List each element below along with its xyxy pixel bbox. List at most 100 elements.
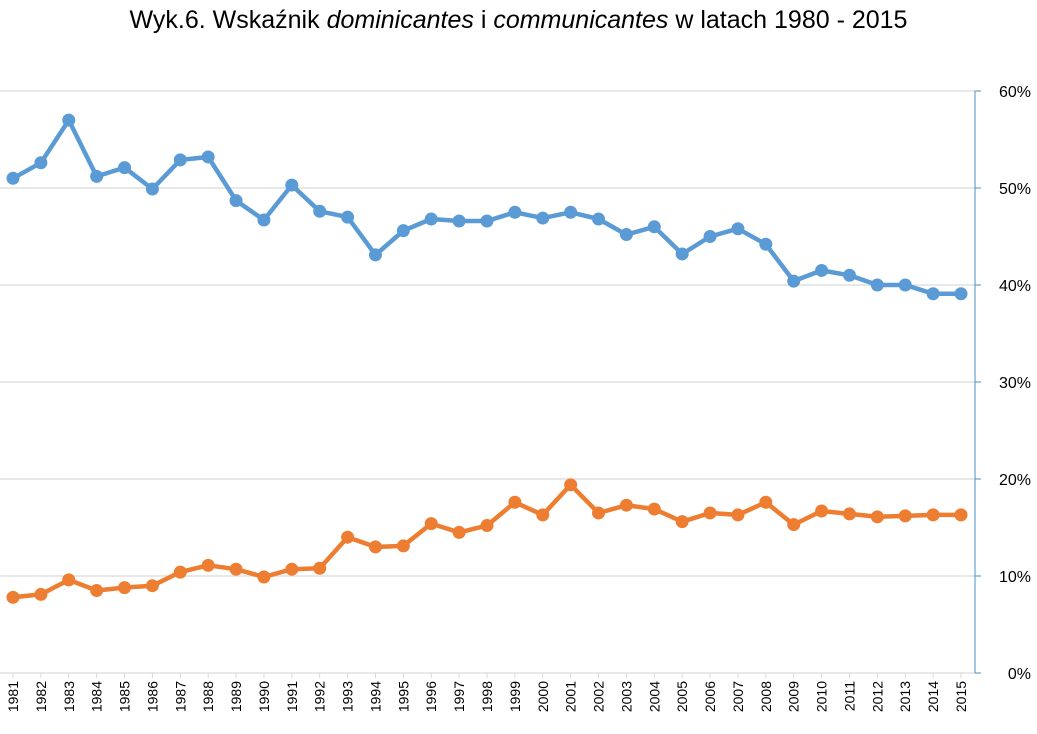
series-communicantes-point — [815, 504, 829, 518]
x-tick-label: 1995 — [395, 681, 411, 712]
series-communicantes-point — [145, 579, 159, 593]
series-communicantes-point — [536, 508, 550, 522]
series-communicantes-point — [90, 584, 104, 598]
x-tick-label: 2001 — [563, 681, 579, 712]
y-tick-label: 30% — [999, 375, 1031, 392]
series-communicantes-point — [675, 515, 689, 529]
series-dominicantes-point — [870, 278, 884, 292]
x-tick-label: 2004 — [646, 681, 662, 712]
series-communicantes-point — [870, 510, 884, 524]
series-dominicantes-point — [341, 210, 355, 224]
series-dominicantes-point — [368, 248, 382, 262]
series-communicantes-point — [173, 565, 187, 579]
series-communicantes-point — [954, 508, 968, 522]
x-tick-label: 2005 — [674, 681, 690, 712]
x-tick-label: 2013 — [897, 681, 913, 712]
series-communicantes-point — [396, 539, 410, 553]
x-tick-label: 2012 — [869, 681, 885, 712]
x-tick-label: 1981 — [5, 681, 21, 712]
series-dominicantes-point — [564, 205, 578, 219]
series-communicantes-point — [62, 573, 76, 587]
series-dominicantes-point — [619, 228, 633, 242]
series-dominicantes-point — [62, 113, 76, 127]
series-dominicantes-point — [201, 150, 215, 164]
series-dominicantes-point — [954, 287, 968, 301]
series-communicantes-point — [118, 581, 132, 595]
series-communicantes-point — [731, 508, 745, 522]
series-dominicantes-point — [396, 224, 410, 238]
x-tick-label: 1986 — [144, 681, 160, 712]
title-part-2: dominicantes — [326, 6, 474, 34]
series-communicantes-point — [619, 498, 633, 512]
y-tick-label: 10% — [999, 569, 1031, 586]
series-dominicantes-point — [815, 263, 829, 277]
x-tick-label: 1990 — [256, 681, 272, 712]
x-tick-label: 1991 — [284, 681, 300, 712]
x-tick-label: 1982 — [33, 681, 49, 712]
x-tick-label: 1993 — [340, 681, 356, 712]
series-communicantes-point — [703, 506, 717, 520]
x-tick-label: 1985 — [117, 681, 133, 712]
x-tick-label: 1987 — [172, 681, 188, 712]
series-dominicantes-point — [898, 278, 912, 292]
series-dominicantes-point — [173, 153, 187, 167]
series-dominicantes — [6, 113, 968, 301]
title-part-1: Wyk.6. Wskaźnik — [129, 6, 327, 34]
series-dominicantes-point — [285, 178, 299, 192]
chart-title: Wyk.6. Wskaźnik dominicantes i communica… — [0, 6, 1037, 35]
series-dominicantes-point — [480, 214, 494, 228]
series-communicantes-point — [229, 562, 243, 576]
x-tick-label: 2006 — [702, 681, 718, 712]
x-tick-labels: 1981 1982 1983 1984 1985 1986 1987 1988 1989 1990… — [5, 681, 969, 712]
series-communicantes-point — [285, 562, 299, 576]
series-communicantes-point — [842, 507, 856, 521]
x-tick-label: 1996 — [423, 681, 439, 712]
series-communicantes-point — [787, 518, 801, 532]
series-dominicantes-point — [118, 161, 132, 175]
x-tick-label: 1992 — [312, 681, 328, 712]
series-dominicantes-point — [34, 156, 48, 170]
x-tick-label: 1983 — [61, 681, 77, 712]
x-tick-label: 1988 — [200, 681, 216, 712]
series-communicantes-point — [592, 506, 606, 520]
y-tick-label: 20% — [999, 472, 1031, 489]
x-tick-label: 1997 — [451, 681, 467, 712]
series — [6, 113, 968, 604]
series-dominicantes-point — [313, 204, 327, 218]
series-communicantes-point — [564, 478, 578, 492]
series-communicantes-point — [898, 509, 912, 523]
title-part-4: communicantes — [493, 6, 669, 34]
series-dominicantes-point — [424, 212, 438, 226]
x-tick-label: 2000 — [535, 681, 551, 712]
series-communicantes-point — [424, 517, 438, 531]
series-communicantes-point — [647, 502, 661, 516]
series-dominicantes-point — [452, 214, 466, 228]
y-tick-label: 0% — [1008, 666, 1031, 683]
x-tick-label: 2010 — [814, 681, 830, 712]
x-tick-label: 1998 — [479, 681, 495, 712]
series-dominicantes-point — [647, 220, 661, 234]
series-dominicantes-point — [536, 211, 550, 225]
series-dominicantes-point — [6, 171, 20, 185]
x-tick-label: 1994 — [367, 681, 383, 712]
series-communicantes-point — [508, 495, 522, 509]
series-communicantes-point — [452, 525, 466, 539]
x-tick-label: 1999 — [507, 681, 523, 712]
series-communicantes-point — [201, 558, 215, 572]
series-dominicantes-point — [731, 222, 745, 236]
series-dominicantes-point — [90, 169, 104, 183]
series-communicantes-point — [34, 587, 48, 601]
series-communicantes-point — [368, 540, 382, 554]
value-axis — [12, 90, 981, 678]
series-communicantes — [6, 478, 968, 604]
series-dominicantes-point — [787, 274, 801, 288]
x-tick-label: 2007 — [730, 681, 746, 712]
series-communicantes-point — [341, 530, 355, 544]
series-dominicantes-point — [759, 237, 773, 251]
y-tick-label: 40% — [999, 278, 1031, 295]
series-dominicantes-point — [842, 268, 856, 282]
x-tick-label: 1989 — [228, 681, 244, 712]
title-part-5: w latach 1980 - 2015 — [668, 6, 908, 34]
series-dominicantes-point — [926, 287, 940, 301]
